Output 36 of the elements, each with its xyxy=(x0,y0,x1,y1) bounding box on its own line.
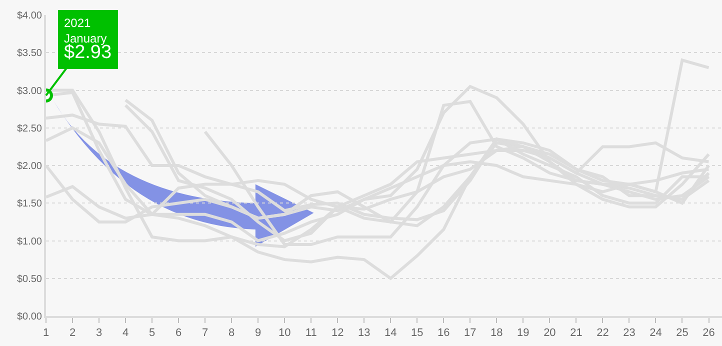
y-tick-label: $2.50 xyxy=(16,123,42,134)
x-tick-label: 1 xyxy=(42,327,50,340)
x-tick-label: 14 xyxy=(384,327,397,340)
x-tick-label: 10 xyxy=(278,327,291,340)
x-tick-label: 12 xyxy=(331,327,344,340)
x-tick-label: 2 xyxy=(69,327,76,340)
x-tick-label: 19 xyxy=(517,327,530,340)
annotation: 2021 January $2.93 xyxy=(64,16,112,64)
x-tick-label: 20 xyxy=(544,327,556,340)
y-tick-label: $2.00 xyxy=(16,161,42,172)
y-tick-label: $1.50 xyxy=(16,198,42,210)
x-tick-label: 16 xyxy=(438,327,450,340)
y-tick-label: $0.50 xyxy=(16,274,42,285)
x-tick-label: 7 xyxy=(202,327,208,340)
y-tick-label: $3.50 xyxy=(16,48,42,60)
x-tick-label: 6 xyxy=(175,327,182,340)
y-tick-label: $3.00 xyxy=(16,86,42,97)
x-tick-label: 26 xyxy=(702,327,715,340)
x-tick-label: 17 xyxy=(464,327,476,340)
x-tick-label: 4 xyxy=(122,327,129,340)
x-tick-label: 8 xyxy=(228,327,235,340)
x-tick-label: 11 xyxy=(305,327,317,340)
y-tick-label: $1.00 xyxy=(16,236,42,248)
x-tick-label: 5 xyxy=(148,327,156,340)
x-tick-label: 15 xyxy=(411,327,424,340)
y-tick-label: $4.00 xyxy=(16,10,42,22)
x-tick-label: 24 xyxy=(650,327,662,340)
x-tick-label: 22 xyxy=(596,327,609,340)
x-tick-label: 23 xyxy=(623,327,636,340)
x-tick-label: 9 xyxy=(255,327,262,340)
x-tick-label: 3 xyxy=(96,327,102,340)
x-tick-label: 18 xyxy=(490,327,503,340)
x-tick-label: 13 xyxy=(358,327,370,340)
x-tick-label: 25 xyxy=(676,327,688,340)
x-tick-label: 21 xyxy=(570,327,582,340)
y-tick-label: $0.00 xyxy=(16,312,42,322)
